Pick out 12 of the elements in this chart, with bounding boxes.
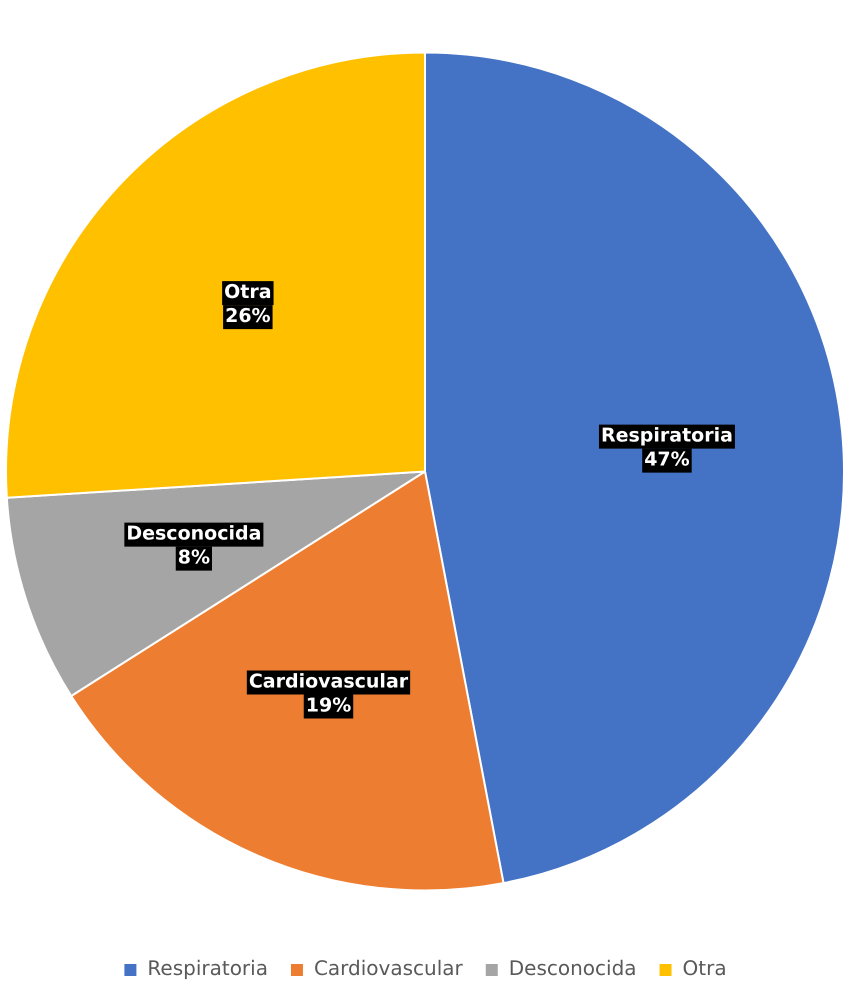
legend-label: Cardiovascular xyxy=(314,956,464,980)
data-label: 47% xyxy=(644,448,690,471)
data-label: 19% xyxy=(306,694,352,716)
data-label: 26% xyxy=(225,305,271,328)
legend-label: Desconocida xyxy=(508,956,637,980)
slice-label: Cardiovascular xyxy=(248,670,409,692)
legend-label: Respiratoria xyxy=(147,956,268,980)
data-label: 8% xyxy=(178,546,210,569)
slice-label: Desconocida xyxy=(126,522,262,545)
legend-label: Otra xyxy=(682,956,727,980)
slice-label: Otra xyxy=(224,281,272,304)
slice-label: Respiratoria xyxy=(600,424,733,447)
